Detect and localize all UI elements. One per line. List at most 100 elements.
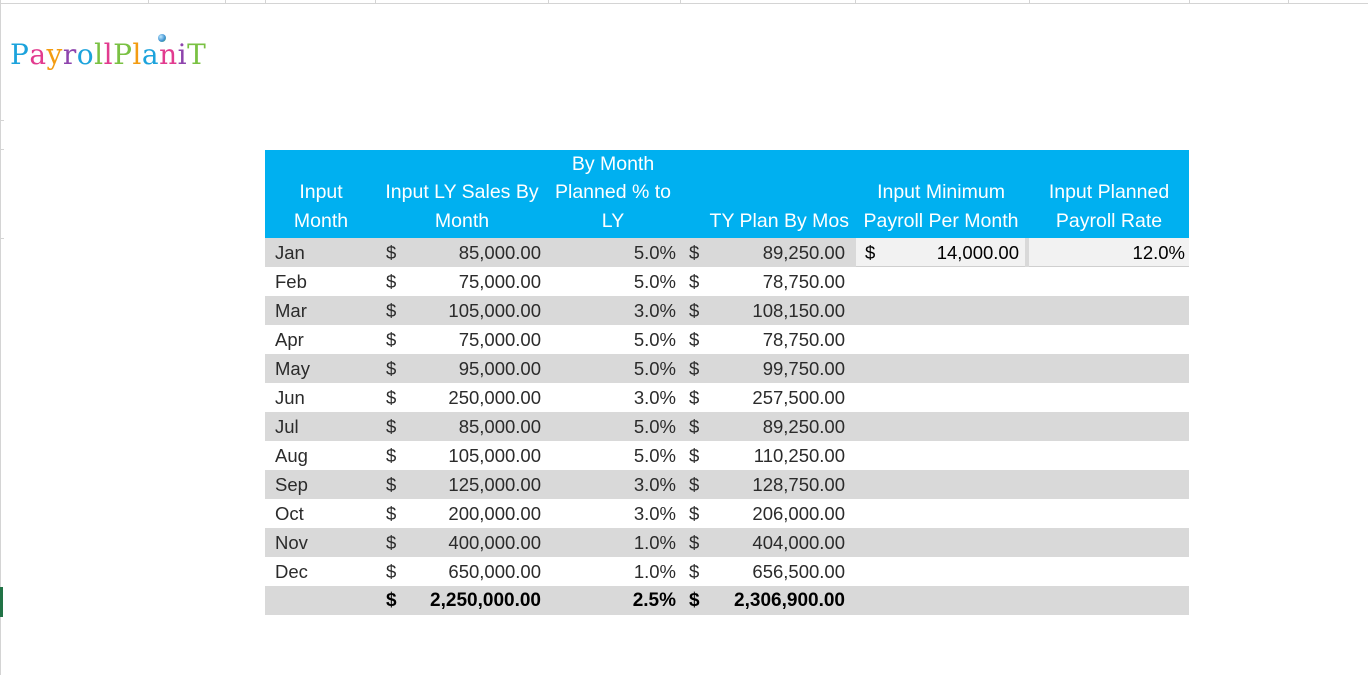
planned-pct-cell[interactable]: 5.0% bbox=[633, 358, 676, 379]
min-payroll-value[interactable]: 14,000.00 bbox=[936, 242, 1019, 263]
ly-sales-cell[interactable]: 75,000.00 bbox=[458, 329, 541, 350]
dollar-sign[interactable]: $ bbox=[689, 300, 700, 321]
planned-pct-cell[interactable]: 5.0% bbox=[633, 445, 676, 466]
month-cell[interactable]: Mar bbox=[275, 300, 307, 321]
ly-sales-cell[interactable]: 125,000.00 bbox=[448, 474, 541, 495]
ly-sales-cell[interactable]: 105,000.00 bbox=[448, 445, 541, 466]
row-divider[interactable] bbox=[0, 120, 4, 121]
column-divider[interactable] bbox=[1288, 0, 1289, 3]
planned-pct-cell[interactable]: 5.0% bbox=[633, 329, 676, 350]
dollar-sign[interactable]: $ bbox=[689, 561, 700, 582]
dollar-sign[interactable]: $ bbox=[689, 358, 700, 379]
planned-pct-cell[interactable]: 5.0% bbox=[633, 271, 676, 292]
header-planned-pct[interactable]: By Month Planned % to LY bbox=[547, 150, 679, 236]
dollar-sign[interactable]: $ bbox=[386, 416, 397, 437]
dollar-sign[interactable]: $ bbox=[386, 242, 397, 263]
month-cell[interactable]: Dec bbox=[275, 561, 308, 582]
planned-pct-cell[interactable]: 3.0% bbox=[633, 387, 676, 408]
column-divider[interactable] bbox=[375, 0, 376, 3]
total-ty-plan[interactable]: 2,306,900.00 bbox=[734, 590, 845, 611]
row-divider[interactable] bbox=[0, 149, 4, 150]
column-divider[interactable] bbox=[855, 0, 856, 3]
column-divider[interactable] bbox=[680, 0, 681, 3]
header-input-ly-sales[interactable]: Input LY Sales By Month bbox=[377, 178, 547, 235]
ly-sales-cell[interactable]: 95,000.00 bbox=[458, 358, 541, 379]
dollar-sign[interactable]: $ bbox=[689, 503, 700, 524]
dollar-sign[interactable]: $ bbox=[386, 561, 397, 582]
total-ly-sales[interactable]: 2,250,000.00 bbox=[430, 590, 541, 611]
dollar-sign[interactable]: $ bbox=[689, 329, 700, 350]
planned-pct-cell[interactable]: 5.0% bbox=[633, 242, 676, 263]
month-cell[interactable]: Nov bbox=[275, 532, 308, 553]
ly-sales-cell[interactable]: 85,000.00 bbox=[458, 416, 541, 437]
ty-plan-cell[interactable]: 404,000.00 bbox=[752, 532, 845, 553]
dollar-sign[interactable]: $ bbox=[386, 445, 397, 466]
header-input-min-payroll[interactable]: Input Minimum Payroll Per Month bbox=[855, 178, 1027, 235]
header-input-payroll-rate[interactable]: Input Planned Payroll Rate bbox=[1029, 178, 1189, 235]
payroll-rate-value[interactable]: 12.0% bbox=[1132, 242, 1185, 263]
total-dollar-sign[interactable]: $ bbox=[386, 590, 397, 611]
row-divider[interactable] bbox=[0, 238, 4, 239]
planned-pct-cell[interactable]: 3.0% bbox=[633, 474, 676, 495]
dollar-sign[interactable]: $ bbox=[386, 387, 397, 408]
dollar-sign[interactable]: $ bbox=[386, 300, 397, 321]
payroll-rate-input[interactable] bbox=[1029, 238, 1189, 267]
ly-sales-cell[interactable]: 200,000.00 bbox=[448, 503, 541, 524]
month-cell[interactable]: Aug bbox=[275, 445, 308, 466]
ly-sales-cell[interactable]: 105,000.00 bbox=[448, 300, 541, 321]
dollar-sign[interactable]: $ bbox=[689, 416, 700, 437]
header-ty-plan[interactable]: TY Plan By Mos bbox=[679, 207, 855, 236]
dollar-sign[interactable]: $ bbox=[865, 242, 876, 263]
total-dollar-sign[interactable]: $ bbox=[689, 590, 700, 611]
ly-sales-cell[interactable]: 650,000.00 bbox=[448, 561, 541, 582]
ty-plan-cell[interactable]: 656,500.00 bbox=[752, 561, 845, 582]
ty-plan-cell[interactable]: 257,500.00 bbox=[752, 387, 845, 408]
dollar-sign[interactable]: $ bbox=[689, 474, 700, 495]
column-divider[interactable] bbox=[265, 0, 266, 3]
ty-plan-cell[interactable]: 110,250.00 bbox=[753, 445, 845, 466]
month-cell[interactable]: Jun bbox=[275, 387, 305, 408]
dollar-sign[interactable]: $ bbox=[386, 358, 397, 379]
ly-sales-cell[interactable]: 400,000.00 bbox=[448, 532, 541, 553]
dollar-sign[interactable]: $ bbox=[386, 532, 397, 553]
dollar-sign[interactable]: $ bbox=[386, 271, 397, 292]
ly-sales-cell[interactable]: 85,000.00 bbox=[458, 242, 541, 263]
dollar-sign[interactable]: $ bbox=[386, 474, 397, 495]
month-cell[interactable]: Sep bbox=[275, 474, 308, 495]
dollar-sign[interactable]: $ bbox=[386, 329, 397, 350]
total-planned-pct[interactable]: 2.5% bbox=[632, 590, 676, 611]
month-cell[interactable]: Jan bbox=[275, 242, 305, 263]
month-cell[interactable]: Apr bbox=[275, 329, 304, 350]
month-cell[interactable]: Feb bbox=[275, 271, 307, 292]
ty-plan-cell[interactable]: 89,250.00 bbox=[762, 242, 845, 263]
dollar-sign[interactable]: $ bbox=[689, 532, 700, 553]
column-divider[interactable] bbox=[1029, 0, 1030, 3]
header-input-month[interactable]: Input Month bbox=[265, 178, 377, 235]
column-divider[interactable] bbox=[148, 0, 149, 3]
column-divider[interactable] bbox=[1189, 0, 1190, 3]
ly-sales-cell[interactable]: 75,000.00 bbox=[458, 271, 541, 292]
dollar-sign[interactable]: $ bbox=[689, 271, 700, 292]
planned-pct-cell[interactable]: 3.0% bbox=[633, 503, 676, 524]
dollar-sign[interactable]: $ bbox=[689, 242, 700, 263]
month-cell[interactable]: May bbox=[275, 358, 310, 379]
ty-plan-cell[interactable]: 108,150.00 bbox=[752, 300, 845, 321]
ty-plan-cell[interactable]: 78,750.00 bbox=[762, 271, 845, 292]
column-divider[interactable] bbox=[225, 0, 226, 3]
dollar-sign[interactable]: $ bbox=[689, 387, 700, 408]
ty-plan-cell[interactable]: 206,000.00 bbox=[752, 503, 845, 524]
ty-plan-cell[interactable]: 128,750.00 bbox=[752, 474, 845, 495]
column-divider[interactable] bbox=[548, 0, 549, 3]
ty-plan-cell[interactable]: 89,250.00 bbox=[762, 416, 845, 437]
planned-pct-cell[interactable]: 3.0% bbox=[633, 300, 676, 321]
planned-pct-cell[interactable]: 1.0% bbox=[633, 561, 676, 582]
dollar-sign[interactable]: $ bbox=[689, 445, 700, 466]
ty-plan-cell[interactable]: 99,750.00 bbox=[762, 358, 845, 379]
planned-pct-cell[interactable]: 1.0% bbox=[633, 532, 676, 553]
min-payroll-input[interactable] bbox=[856, 238, 1025, 267]
dollar-sign[interactable]: $ bbox=[386, 503, 397, 524]
planned-pct-cell[interactable]: 5.0% bbox=[633, 416, 676, 437]
ty-plan-cell[interactable]: 78,750.00 bbox=[762, 329, 845, 350]
month-cell[interactable]: Oct bbox=[275, 503, 304, 524]
month-cell[interactable]: Jul bbox=[275, 416, 299, 437]
